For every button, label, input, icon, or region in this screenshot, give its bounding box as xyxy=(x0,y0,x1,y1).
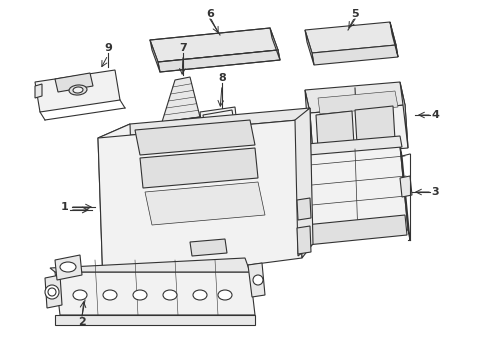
Text: 4: 4 xyxy=(431,110,439,120)
Polygon shape xyxy=(150,40,160,72)
Polygon shape xyxy=(305,82,405,113)
Polygon shape xyxy=(318,91,398,114)
Polygon shape xyxy=(35,70,120,112)
Ellipse shape xyxy=(73,290,87,300)
Polygon shape xyxy=(390,22,398,57)
Polygon shape xyxy=(150,28,278,62)
Polygon shape xyxy=(300,146,408,239)
Text: 2: 2 xyxy=(78,317,86,327)
Polygon shape xyxy=(45,275,62,308)
Polygon shape xyxy=(158,50,280,72)
Circle shape xyxy=(48,288,56,296)
Polygon shape xyxy=(145,182,265,225)
Polygon shape xyxy=(155,120,208,139)
Circle shape xyxy=(45,285,59,299)
Ellipse shape xyxy=(60,262,76,272)
Ellipse shape xyxy=(218,290,232,300)
Polygon shape xyxy=(305,30,314,65)
Text: 5: 5 xyxy=(351,9,359,19)
Polygon shape xyxy=(297,226,311,254)
Polygon shape xyxy=(270,28,280,60)
Polygon shape xyxy=(35,84,42,98)
Text: 3: 3 xyxy=(431,187,439,197)
Polygon shape xyxy=(305,215,407,245)
Polygon shape xyxy=(316,111,354,149)
Polygon shape xyxy=(305,22,396,53)
Polygon shape xyxy=(400,82,408,148)
Polygon shape xyxy=(305,90,313,156)
Polygon shape xyxy=(98,124,135,284)
Polygon shape xyxy=(310,105,408,156)
Text: 9: 9 xyxy=(104,43,112,53)
Polygon shape xyxy=(162,77,200,122)
Polygon shape xyxy=(162,117,200,130)
Polygon shape xyxy=(200,107,237,130)
Polygon shape xyxy=(98,120,302,284)
Ellipse shape xyxy=(103,290,117,300)
Text: 1: 1 xyxy=(61,202,69,212)
Text: 8: 8 xyxy=(218,73,226,83)
Ellipse shape xyxy=(133,290,147,300)
Polygon shape xyxy=(190,239,227,256)
Ellipse shape xyxy=(193,290,207,300)
Polygon shape xyxy=(298,108,312,258)
Polygon shape xyxy=(355,106,395,144)
Ellipse shape xyxy=(69,85,87,95)
Polygon shape xyxy=(297,198,311,220)
Polygon shape xyxy=(400,146,410,240)
Polygon shape xyxy=(248,263,265,297)
Polygon shape xyxy=(135,120,255,155)
Polygon shape xyxy=(295,108,313,256)
Polygon shape xyxy=(55,73,93,92)
Circle shape xyxy=(253,275,263,285)
Polygon shape xyxy=(140,148,258,188)
Text: 7: 7 xyxy=(179,43,187,53)
Ellipse shape xyxy=(163,290,177,300)
Polygon shape xyxy=(98,108,310,138)
Polygon shape xyxy=(400,176,412,197)
Polygon shape xyxy=(312,45,398,65)
Ellipse shape xyxy=(73,87,83,93)
Polygon shape xyxy=(295,136,402,156)
Polygon shape xyxy=(55,272,255,315)
Polygon shape xyxy=(55,255,82,280)
Text: 6: 6 xyxy=(206,9,214,19)
Polygon shape xyxy=(55,315,255,325)
Polygon shape xyxy=(50,258,250,272)
